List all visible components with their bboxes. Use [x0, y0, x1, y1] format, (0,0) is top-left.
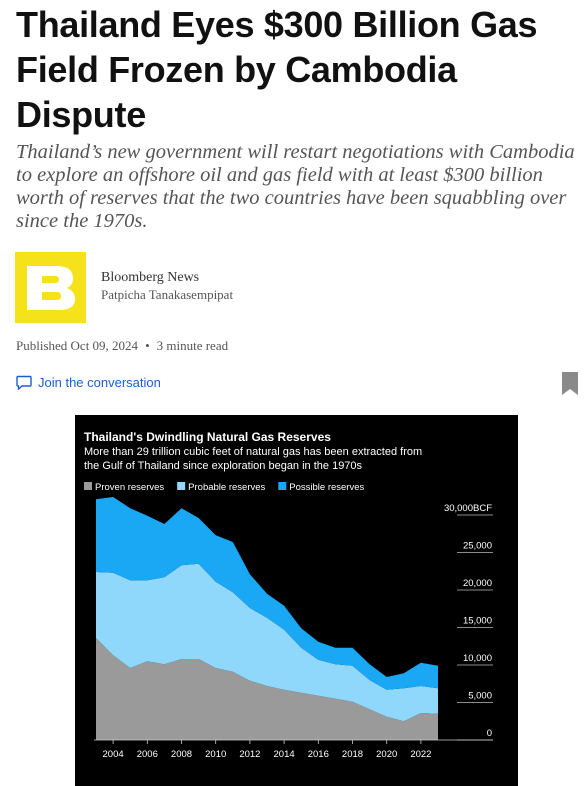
legend-swatch	[278, 482, 287, 490]
x-tick-label: 2012	[239, 749, 260, 760]
legend-label: Proven reserves	[95, 482, 164, 493]
comments-text[interactable]: Join the conversation	[38, 375, 161, 390]
legend-swatch	[177, 482, 186, 490]
area	[96, 563, 438, 722]
area	[96, 497, 438, 690]
separator	[138, 338, 157, 353]
source: Bloomberg News	[101, 270, 200, 285]
y-tick-label: 20,000	[463, 578, 492, 589]
x-tick-label: 2016	[308, 749, 329, 760]
bookmark[interactable]	[561, 371, 579, 396]
y-tick-label: 0	[487, 728, 492, 739]
headline: Thailand Eyes $300 Billion Gas Field Fro…	[16, 4, 538, 135]
x-tick-label: 2006	[137, 749, 158, 760]
x-tick-label: 2014	[274, 749, 295, 760]
y-tick-label: 25,000	[463, 541, 492, 552]
legend-label: Probable reserves	[188, 482, 265, 493]
area	[96, 638, 438, 740]
y-tick-label: 5,000	[468, 691, 492, 702]
author[interactable]: Patpicha Tanakasempipat	[101, 287, 234, 302]
chart-subtitle: More than 29 trillion cubic feet of natu…	[84, 446, 422, 472]
x-tick-label: 2020	[376, 749, 397, 760]
chart: Thailand's Dwindling Natural Gas Reserve…	[75, 415, 518, 786]
x-tick-label: 2008	[171, 749, 192, 760]
meta: Published Oct 09, 2024 3 minute read	[16, 338, 228, 354]
y-tick-label: 30,000BCF	[444, 503, 492, 514]
x-tick-label: 2022	[410, 749, 431, 760]
comment-icon	[16, 375, 32, 390]
legend-swatch	[84, 482, 92, 490]
x-tick-label: 2018	[342, 749, 363, 760]
x-tick-label: 2004	[103, 749, 124, 760]
chart-subtitle-line: More than 29 trillion cubic feet of natu…	[84, 446, 422, 458]
published: Published Oct 09, 2024	[16, 338, 139, 353]
chart-subtitle-line: the Gulf of Thailand since exploration b…	[84, 460, 363, 472]
read-time: 3 minute read	[156, 338, 229, 353]
logo	[15, 252, 86, 323]
comments-link[interactable]: Join the conversation	[16, 375, 161, 390]
x-tick-label: 2010	[205, 749, 226, 760]
chart-title: Thailand's Dwindling Natural Gas Reserve…	[84, 430, 331, 444]
legend-label: Possible reserves	[289, 482, 364, 493]
y-tick-label: 15,000	[463, 616, 492, 627]
y-tick-label: 10,000	[463, 653, 492, 664]
dek: Thailand’s new government will restart n…	[16, 141, 575, 232]
